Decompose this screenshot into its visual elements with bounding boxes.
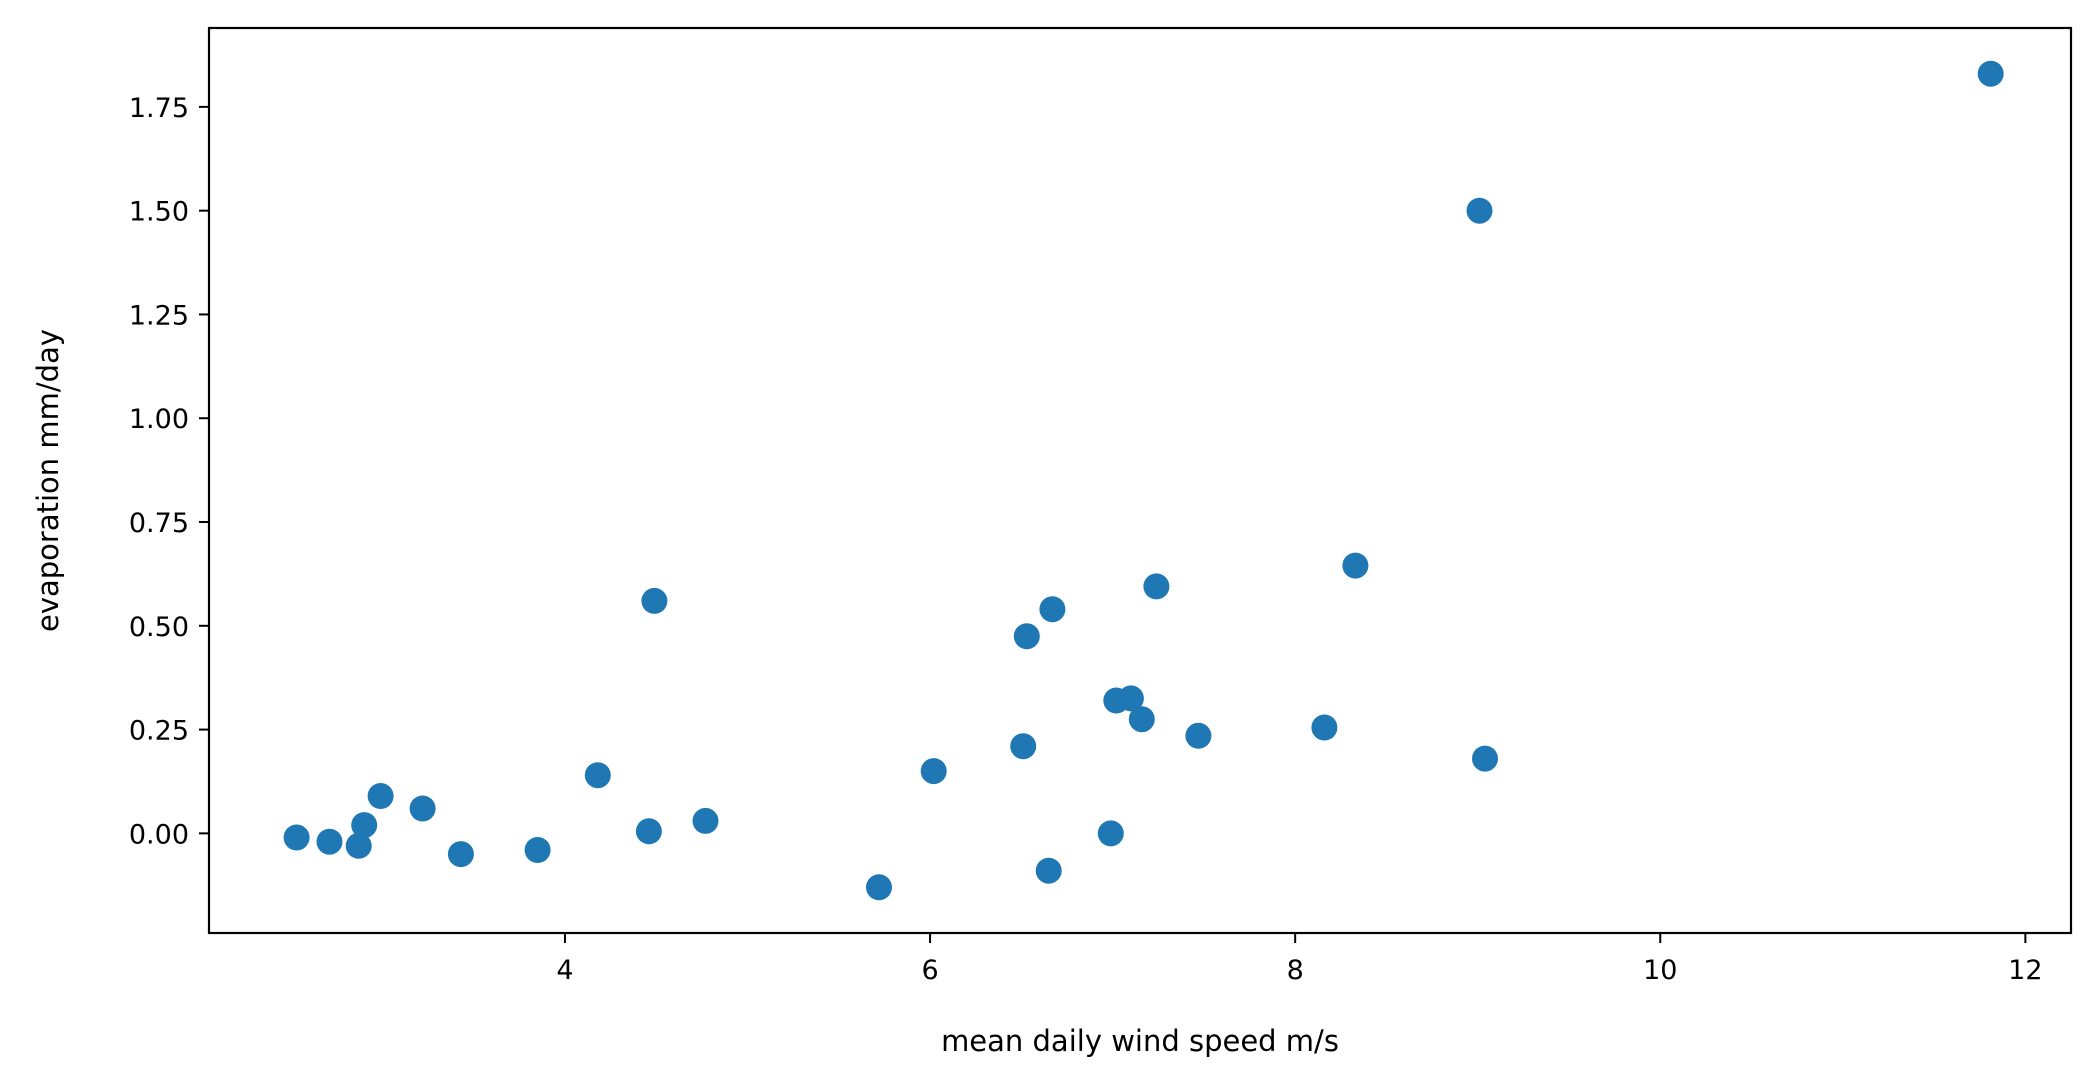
x-tick-label: 4 — [556, 955, 573, 986]
data-point — [641, 587, 668, 614]
y-tick-label: 0.75 — [129, 508, 189, 539]
data-point — [1035, 857, 1062, 884]
data-point — [1185, 722, 1212, 749]
data-point — [345, 832, 372, 859]
data-point — [635, 818, 662, 845]
data-point — [1466, 197, 1493, 224]
data-points — [283, 60, 2004, 901]
data-point — [692, 807, 719, 834]
y-tick-label: 0.25 — [129, 716, 189, 747]
data-point — [283, 824, 310, 851]
data-point — [1342, 552, 1369, 579]
y-tick-label: 1.50 — [129, 197, 189, 228]
data-point — [1097, 820, 1124, 847]
y-tick-label: 1.00 — [129, 404, 189, 435]
data-point — [584, 762, 611, 789]
data-point — [1010, 733, 1037, 760]
y-tick-label: 1.25 — [129, 300, 189, 331]
data-point — [1128, 706, 1155, 733]
y-tick-label: 0.50 — [129, 612, 189, 643]
x-axis-label: mean daily wind speed m/s — [941, 1024, 1339, 1058]
data-point — [1117, 685, 1144, 712]
x-tick-label: 8 — [1287, 955, 1304, 986]
y-axis-ticks: 0.00 0.25 0.50 0.75 1.00 1.25 1.50 1.75 — [129, 93, 209, 850]
data-point — [351, 812, 378, 839]
x-tick-label: 6 — [921, 955, 938, 986]
data-point — [1013, 623, 1040, 650]
data-point — [447, 841, 474, 868]
x-tick-label: 10 — [1643, 955, 1677, 986]
data-point — [1039, 596, 1066, 623]
y-tick-label: 1.75 — [129, 93, 189, 124]
data-point — [316, 828, 343, 855]
data-point — [1472, 745, 1498, 772]
data-point — [1143, 573, 1170, 600]
data-point — [1311, 714, 1338, 741]
y-tick-label: 0.00 — [129, 819, 189, 850]
plot-frame — [207, 26, 2073, 935]
data-point — [920, 758, 947, 785]
data-point — [866, 874, 892, 901]
data-point — [1977, 60, 2004, 87]
data-point — [524, 837, 551, 863]
y-axis-label: evaporation mm/day — [31, 329, 65, 632]
x-tick-label: 12 — [2008, 955, 2042, 986]
data-point — [409, 795, 436, 822]
data-point — [367, 783, 394, 809]
x-axis-ticks: 4 6 8 10 12 — [556, 933, 2043, 986]
